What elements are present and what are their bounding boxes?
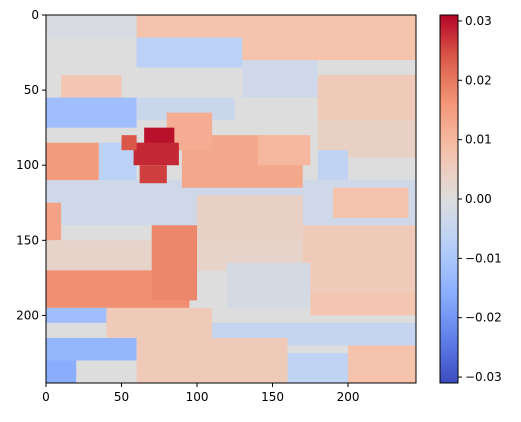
heatmap-cell bbox=[46, 142, 99, 181]
colorbar-tick-label: −0.03 bbox=[465, 370, 502, 384]
heatmap-cell bbox=[310, 292, 416, 316]
x-tick-label: 100 bbox=[186, 390, 209, 404]
heatmap-cell bbox=[227, 262, 311, 308]
heatmap-cell bbox=[332, 187, 409, 218]
heatmap-cell bbox=[348, 345, 416, 383]
plot-area bbox=[45, 14, 417, 384]
heatmap-cell bbox=[136, 337, 288, 383]
y-tick-label: 200 bbox=[16, 308, 39, 322]
heatmap-cell bbox=[317, 75, 416, 121]
heatmap-cell bbox=[121, 15, 417, 38]
heatmap-cell bbox=[106, 307, 213, 338]
heatmap-cell bbox=[257, 135, 311, 166]
colorbar-tick-label: 0.01 bbox=[465, 133, 492, 147]
heatmap-cell bbox=[242, 37, 416, 61]
colorbar-tick-label: 0.00 bbox=[465, 192, 492, 206]
y-tick-label: 100 bbox=[16, 158, 39, 172]
colorbar-tick-label: 0.03 bbox=[465, 14, 492, 28]
heatmap-cell bbox=[151, 225, 198, 301]
heatmap-cell bbox=[197, 195, 303, 241]
heatmap-cell bbox=[46, 360, 77, 383]
heatmap-cell bbox=[61, 75, 122, 98]
heatmap-cell bbox=[46, 307, 107, 323]
heatmap-cell bbox=[46, 337, 137, 361]
heatmap-cell bbox=[302, 225, 416, 293]
plot-frame bbox=[45, 14, 417, 384]
heatmap-cell bbox=[242, 60, 318, 98]
heatmap-cell bbox=[46, 202, 62, 241]
heatmap-cell bbox=[287, 352, 349, 383]
x-axis: 0 50 100 150 200 bbox=[42, 383, 359, 404]
y-tick-label: 0 bbox=[31, 8, 39, 22]
heatmap-cell bbox=[121, 135, 137, 151]
x-tick-label: 50 bbox=[114, 390, 129, 404]
heatmap-cell bbox=[317, 150, 349, 181]
x-tick-label: 0 bbox=[42, 390, 50, 404]
y-tick-label: 150 bbox=[16, 233, 39, 247]
colorbar: 0.03 0.02 0.01 0.00 −0.01 −0.02 −0.03 bbox=[439, 14, 502, 384]
colorbar-tick-label: −0.01 bbox=[465, 251, 502, 265]
heatmap-cell bbox=[46, 15, 137, 38]
y-tick-label: 50 bbox=[24, 83, 39, 97]
colorbar-tick-label: −0.02 bbox=[465, 311, 502, 325]
x-tick-label: 150 bbox=[261, 390, 284, 404]
heatmap-cell bbox=[139, 165, 167, 184]
colorbar-tick-label: 0.02 bbox=[465, 73, 492, 87]
y-axis: 0 50 100 150 200 bbox=[16, 8, 46, 322]
heatmap-cell bbox=[46, 97, 137, 128]
x-tick-label: 200 bbox=[337, 390, 360, 404]
heatmap-cell bbox=[133, 142, 179, 166]
heatmap-cell bbox=[136, 37, 243, 68]
colorbar-gradient bbox=[439, 14, 459, 384]
